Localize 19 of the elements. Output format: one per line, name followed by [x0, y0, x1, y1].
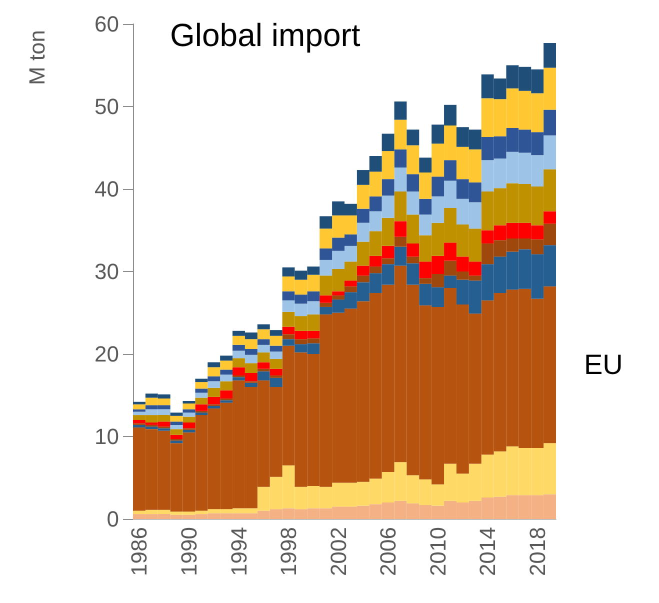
y-tick-label: 40 [94, 176, 119, 202]
x-tick-label: 2006 [376, 527, 401, 576]
y-tick-label: 60 [94, 12, 119, 36]
y-tick-label: 20 [94, 342, 119, 366]
x-tick-label: 2010 [425, 527, 450, 576]
y-tick-label: 0 [106, 506, 119, 532]
y-axis-title: M ton [24, 30, 50, 86]
x-tick-label: 1986 [126, 527, 152, 576]
x-tick-label: 1994 [226, 527, 252, 576]
x-tick-label: 2018 [524, 527, 550, 576]
x-tick-label: 2014 [475, 527, 500, 576]
y-tick-label: 10 [94, 424, 119, 449]
series-label: EU [584, 349, 623, 380]
chart-title: Global import [170, 17, 360, 53]
x-tick-label: 2002 [326, 527, 351, 576]
y-tick-label: 30 [94, 259, 119, 284]
x-tick-label: 1998 [276, 527, 302, 576]
y-tick-label: 50 [94, 94, 119, 119]
x-tick-label: 1990 [176, 527, 202, 576]
